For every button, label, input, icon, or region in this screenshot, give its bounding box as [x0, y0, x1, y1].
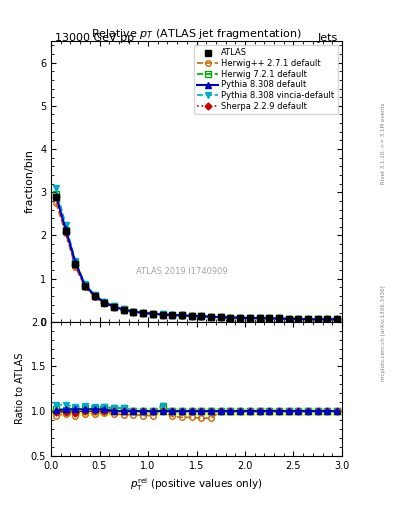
Title: Relative $p_{T}$ (ATLAS jet fragmentation): Relative $p_{T}$ (ATLAS jet fragmentatio… — [91, 27, 302, 41]
Y-axis label: Ratio to ATLAS: Ratio to ATLAS — [15, 353, 25, 424]
X-axis label: $p_{\rm T}^{\rm rel}$ (positive values only): $p_{\rm T}^{\rm rel}$ (positive values o… — [130, 476, 263, 493]
Text: Rivet 3.1.10, >= 3.1M events: Rivet 3.1.10, >= 3.1M events — [381, 103, 386, 184]
Bar — [51, 408, 342, 415]
Legend: ATLAS, Herwig++ 2.7.1 default, Herwig 7.2.1 default, Pythia 8.308 default, Pythi: ATLAS, Herwig++ 2.7.1 default, Herwig 7.… — [194, 45, 338, 114]
Text: ATLAS 2019 I1740909: ATLAS 2019 I1740909 — [136, 267, 228, 276]
Text: Jets: Jets — [318, 33, 338, 44]
Text: 13000 GeV pp: 13000 GeV pp — [55, 33, 134, 44]
Y-axis label: fraction/bin: fraction/bin — [24, 150, 35, 214]
Text: mcplots.cern.ch [arXiv:1306.3436]: mcplots.cern.ch [arXiv:1306.3436] — [381, 285, 386, 380]
